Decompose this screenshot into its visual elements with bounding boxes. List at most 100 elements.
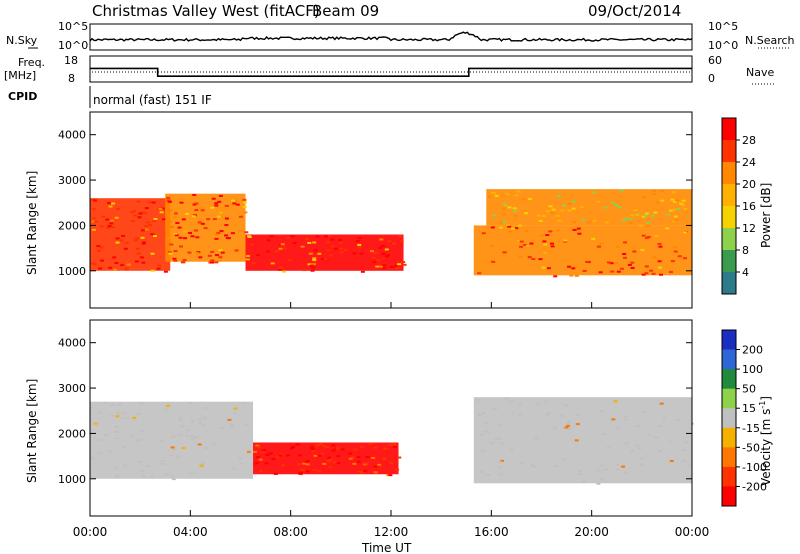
- power-echo-cell: [355, 240, 360, 243]
- power-echo-cell: [481, 232, 486, 235]
- velocity-echo-cell: [356, 460, 361, 463]
- velocity-echo-cell: [138, 401, 143, 404]
- power-echo-cell: [646, 221, 651, 224]
- power-echo-cell: [159, 211, 164, 214]
- velocity-echo-cell: [256, 456, 261, 459]
- velocity-echo-cell: [97, 411, 102, 414]
- power-echo-cell: [562, 204, 567, 207]
- power-echo-cell: [654, 234, 659, 237]
- power-echo-cell: [167, 200, 172, 203]
- velocity-echo-cell: [336, 461, 341, 464]
- power-echo-cell: [645, 225, 650, 228]
- freq-label: Freq.: [18, 56, 45, 69]
- velocity-echo-cell: [268, 452, 273, 455]
- power-echo-cell: [527, 256, 532, 259]
- velocity-echo-cell: [493, 407, 498, 410]
- power-echo-cell: [142, 211, 147, 214]
- power-colorbar-tick-label: 4: [742, 266, 749, 279]
- velocity-echo-cell: [176, 455, 181, 458]
- y-tick-label: 3000: [58, 174, 86, 187]
- velocity-echo-cell: [197, 443, 202, 446]
- velocity-echo-cell: [536, 402, 541, 405]
- velocity-echo-cell: [276, 455, 281, 458]
- velocity-echo-cell: [140, 430, 145, 433]
- velocity-colorbar-tick-label: -200: [742, 480, 767, 493]
- power-echo-cell: [304, 237, 309, 240]
- velocity-echo-cell: [200, 423, 205, 426]
- noise-left-label: N.Sky: [6, 34, 38, 47]
- velocity-echo-cell: [383, 447, 388, 450]
- velocity-echo-cell: [122, 446, 127, 449]
- power-echo-cell: [160, 207, 165, 210]
- power-echo-cell: [538, 258, 543, 261]
- power-echo-cell: [141, 261, 146, 264]
- power-echo-cell: [596, 245, 601, 248]
- power-colorbar-swatch: [722, 162, 736, 185]
- power-echo-cell: [641, 273, 646, 276]
- power-echo-cell: [622, 253, 627, 256]
- power-echo-cell: [312, 258, 317, 261]
- power-echo-cell: [174, 234, 179, 237]
- power-echo-cell: [173, 216, 178, 219]
- power-echo-cell: [666, 213, 671, 216]
- velocity-echo-cell: [500, 459, 505, 462]
- velocity-echo-cell: [135, 439, 140, 442]
- power-echo-cell: [144, 224, 149, 227]
- power-echo-cell: [499, 221, 504, 224]
- velocity-echo-cell: [232, 412, 237, 415]
- power-echo-cell: [632, 250, 637, 253]
- power-echo-cell: [281, 270, 286, 273]
- velocity-echo-cell: [184, 434, 189, 437]
- velocity-echo-cell: [317, 469, 322, 472]
- velocity-echo-cell: [114, 466, 119, 469]
- power-echo-cell: [224, 234, 229, 237]
- power-echo-cell: [498, 226, 503, 229]
- velocity-echo-cell: [647, 433, 652, 436]
- power-echo-cell: [172, 257, 177, 260]
- power-echo-cell: [124, 268, 129, 271]
- power-echo-cell: [668, 271, 673, 274]
- velocity-echo-cell: [238, 457, 243, 460]
- freq-unit-label: [MHz]: [4, 69, 36, 82]
- power-echo-cell: [198, 207, 203, 210]
- power-echo-cell: [163, 270, 168, 273]
- velocity-colorbar-frame: [721, 329, 737, 507]
- velocity-echo-cell: [168, 454, 173, 457]
- power-echo-cell: [173, 259, 178, 262]
- power-echo-cell: [135, 237, 140, 240]
- power-echo-cell: [310, 269, 315, 272]
- power-echo-cell: [513, 210, 518, 213]
- power-echo-cell: [651, 272, 656, 275]
- power-echo-cell: [251, 262, 256, 265]
- power-echo-cell: [671, 191, 676, 194]
- velocity-echo-cell: [114, 426, 119, 429]
- power-echo-cell: [523, 243, 528, 246]
- power-echo-cell: [312, 257, 317, 260]
- power-colorbar-tick-label: 12: [742, 222, 756, 235]
- velocity-echo-cell: [518, 403, 523, 406]
- power-echo-cell: [157, 264, 162, 267]
- power-echo-cell: [197, 221, 202, 224]
- power-echo-cell: [169, 243, 174, 246]
- power-echo-cell: [141, 242, 146, 245]
- velocity-echo-cell: [543, 400, 548, 403]
- power-echo-cell: [285, 237, 290, 240]
- power-echo-cell: [130, 219, 135, 222]
- power-echo-cell: [339, 251, 344, 254]
- power-echo-cell: [629, 214, 634, 217]
- velocity-echo-cell: [177, 433, 182, 436]
- velocity-echo-cell: [364, 462, 369, 465]
- power-echo-cell: [91, 220, 96, 223]
- plot-title: Christmas Valley West (fitACF): [92, 2, 320, 20]
- power-echo-cell: [513, 214, 518, 217]
- velocity-colorbar-tick-label: -50: [742, 441, 760, 454]
- velocity-echo-cell: [389, 461, 394, 464]
- power-colorbar-tick-label: 8: [742, 244, 749, 257]
- velocity-echo-cell: [371, 456, 376, 459]
- velocity-echo-cell: [262, 449, 267, 452]
- power-echo-cell: [525, 244, 530, 247]
- power-echo-cell: [652, 256, 657, 259]
- power-echo-cell: [658, 273, 663, 276]
- velocity-echo-cell: [561, 458, 566, 461]
